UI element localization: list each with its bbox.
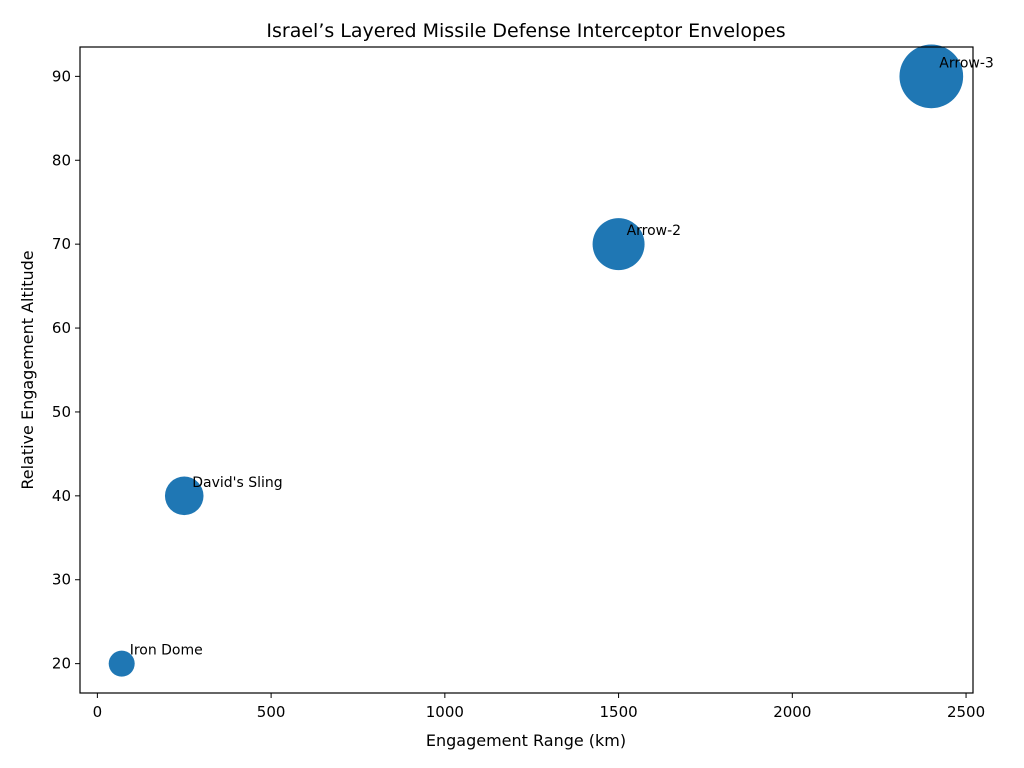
data-point <box>164 476 204 516</box>
y-tick-label: 90 <box>52 67 71 85</box>
y-tick-label: 80 <box>52 151 71 169</box>
x-tick-label: 1000 <box>426 703 464 721</box>
data-point-label: Arrow-2 <box>627 223 682 239</box>
data-point-label: David's Sling <box>192 475 282 491</box>
data-point <box>592 218 645 271</box>
data-point-label: Iron Dome <box>130 643 203 659</box>
y-tick-label: 30 <box>52 571 71 589</box>
y-tick-label: 60 <box>52 319 71 337</box>
x-axis-label: Engagement Range (km) <box>426 731 626 750</box>
x-tick-label: 2500 <box>947 703 985 721</box>
plot-frame <box>79 46 974 694</box>
y-axis-ticks: 20 30 40 50 60 70 80 90 <box>52 67 80 673</box>
points-layer <box>108 44 964 677</box>
x-tick-label: 0 <box>93 703 103 721</box>
x-tick-label: 1500 <box>599 703 637 721</box>
data-point <box>108 650 135 677</box>
data-point <box>899 44 964 109</box>
y-tick-label: 20 <box>52 655 71 673</box>
data-point-label: Arrow-3 <box>939 55 994 71</box>
y-tick-label: 70 <box>52 235 71 253</box>
y-tick-label: 50 <box>52 403 71 421</box>
x-tick-label: 500 <box>257 703 286 721</box>
chart-title: Israel’s Layered Missile Defense Interce… <box>266 20 785 42</box>
point-labels: Iron Dome David's Sling Arrow-2 Arrow-3 <box>130 55 994 658</box>
x-axis-ticks: 0 500 1000 1500 2000 2500 <box>93 693 985 721</box>
y-axis-label: Relative Engagement Altitude <box>18 250 37 489</box>
y-tick-label: 40 <box>52 487 71 505</box>
x-tick-label: 2000 <box>773 703 811 721</box>
